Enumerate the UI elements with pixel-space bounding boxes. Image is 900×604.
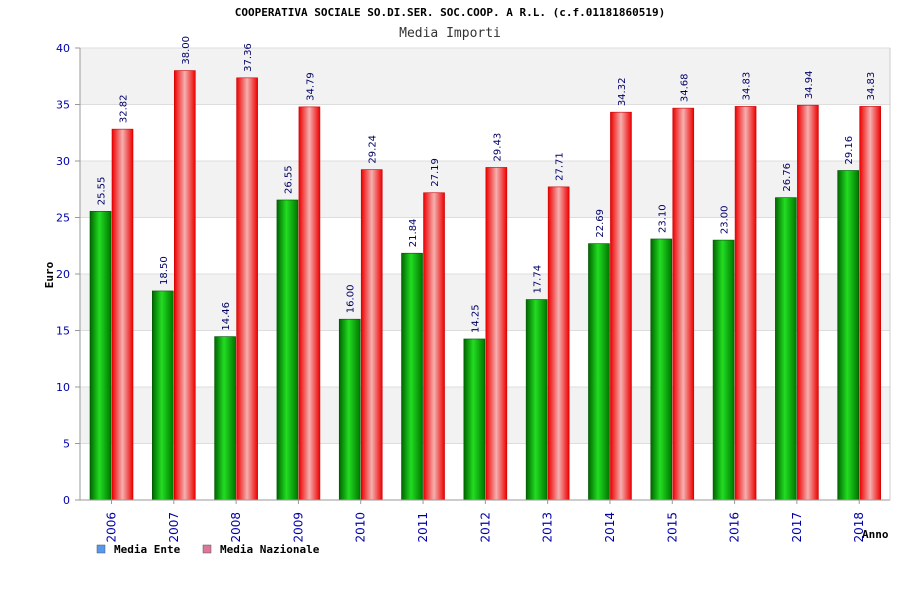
data-label-media-ente-2017: 26.76	[782, 163, 793, 192]
data-label-media-nazionale-2011: 27.19	[430, 158, 441, 187]
y-tick-label: 25	[56, 212, 70, 225]
legend: Media Ente Media Nazionale	[96, 543, 320, 556]
y-tick-label: 0	[63, 494, 70, 507]
data-label-media-ente-2008: 14.46	[221, 302, 232, 331]
bar-media-nazionale-2012	[485, 167, 508, 501]
data-label-media-ente-2010: 16.00	[346, 285, 357, 314]
y-tick-label: 35	[56, 99, 70, 112]
bar-media-ente-2018	[837, 170, 859, 501]
bar-media-nazionale-2016	[734, 106, 757, 501]
bar-media-ente-2009	[276, 199, 299, 501]
data-label-media-ente-2012: 14.25	[470, 304, 481, 333]
bar-media-nazionale-2011	[423, 192, 445, 501]
bar-media-nazionale-2015	[672, 107, 695, 501]
bar-media-ente-2012	[463, 338, 486, 501]
legend-label-media-ente: Media Ente	[114, 543, 181, 556]
x-tick-label-2016: 2016	[728, 512, 742, 543]
bar-media-nazionale-2008	[236, 77, 258, 501]
x-tick-label-2017: 2017	[790, 512, 804, 543]
bar-media-nazionale-2014	[610, 111, 632, 501]
bar-media-ente-2011	[401, 252, 423, 501]
bar-media-ente-2017	[775, 197, 797, 501]
y-tick-label: 15	[56, 325, 70, 338]
y-tick-label: 30	[56, 155, 70, 168]
x-tick-label-2015: 2015	[665, 512, 679, 543]
bar-media-nazionale-2017	[797, 104, 819, 501]
data-label-media-ente-2011: 21.84	[408, 219, 419, 248]
bar-media-ente-2013	[525, 299, 548, 501]
data-label-media-ente-2013: 17.74	[533, 265, 544, 294]
data-label-media-nazionale-2014: 34.32	[617, 78, 628, 107]
grid-band	[80, 48, 890, 105]
y-axis-label: Euro	[43, 261, 56, 288]
data-label-media-ente-2009: 26.55	[283, 165, 294, 194]
chart-subtitle: Media Importi	[399, 26, 501, 41]
x-tick-label-2006: 2006	[105, 512, 119, 543]
x-tick-label-2010: 2010	[354, 512, 368, 543]
y-tick-label: 5	[63, 438, 70, 451]
legend-swatch-media-nazionale	[202, 544, 212, 554]
x-axis-label: Anno	[862, 528, 889, 541]
data-label-media-nazionale-2013: 27.71	[555, 152, 566, 181]
y-tick-label: 10	[56, 381, 70, 394]
chart-title: COOPERATIVA SOCIALE SO.DI.SER. SOC.COOP.…	[235, 6, 665, 19]
x-tick-label-2012: 2012	[478, 512, 492, 543]
bar-media-ente-2007	[152, 290, 174, 501]
bar-media-ente-2015	[650, 238, 673, 501]
bar-media-ente-2014	[588, 243, 610, 501]
bar-media-ente-2010	[338, 318, 361, 501]
data-label-media-nazionale-2018: 34.83	[866, 72, 877, 101]
grid-band	[80, 274, 890, 331]
y-tick-label: 40	[56, 42, 70, 55]
bar-media-nazionale-2010	[360, 169, 383, 501]
data-label-media-nazionale-2008: 37.36	[243, 43, 254, 72]
x-tick-label-2011: 2011	[416, 512, 430, 543]
data-label-media-ente-2007: 18.50	[159, 256, 170, 285]
data-label-media-ente-2014: 22.69	[595, 209, 606, 238]
data-label-media-nazionale-2009: 34.79	[305, 72, 316, 101]
x-tick-label-2013: 2013	[541, 512, 555, 543]
data-label-media-nazionale-2007: 38.00	[181, 36, 192, 65]
bar-media-ente-2006	[89, 210, 112, 501]
data-label-media-nazionale-2012: 29.43	[492, 133, 503, 162]
bar-media-nazionale-2013	[547, 186, 570, 501]
data-label-media-ente-2015: 23.10	[657, 204, 668, 233]
legend-label-media-nazionale: Media Nazionale	[220, 543, 320, 556]
data-label-media-nazionale-2006: 32.82	[119, 94, 130, 123]
bar-media-ente-2008	[214, 336, 236, 501]
x-tick-label-2007: 2007	[167, 512, 181, 543]
data-label-media-nazionale-2015: 34.68	[679, 73, 690, 102]
data-label-media-ente-2006: 25.55	[97, 177, 108, 206]
bar-media-nazionale-2007	[174, 70, 196, 501]
bar-media-nazionale-2009	[298, 106, 321, 501]
bar-media-nazionale-2018	[859, 106, 881, 501]
x-tick-label-2009: 2009	[291, 512, 305, 543]
x-tick-label-2008: 2008	[229, 512, 243, 543]
x-tick-label-2018: 2018	[852, 512, 866, 543]
y-tick-label: 20	[56, 268, 70, 281]
legend-swatch-media-ente	[96, 544, 106, 554]
data-label-media-ente-2018: 29.16	[844, 136, 855, 165]
bar-media-nazionale-2006	[111, 128, 134, 501]
grid-band	[80, 161, 890, 218]
data-label-media-nazionale-2010: 29.24	[368, 135, 379, 164]
data-label-media-nazionale-2017: 34.94	[804, 71, 815, 100]
bar-media-ente-2016	[712, 239, 735, 501]
data-label-media-ente-2016: 23.00	[720, 205, 731, 234]
x-tick-label-2014: 2014	[603, 512, 617, 543]
data-label-media-nazionale-2016: 34.83	[742, 72, 753, 101]
